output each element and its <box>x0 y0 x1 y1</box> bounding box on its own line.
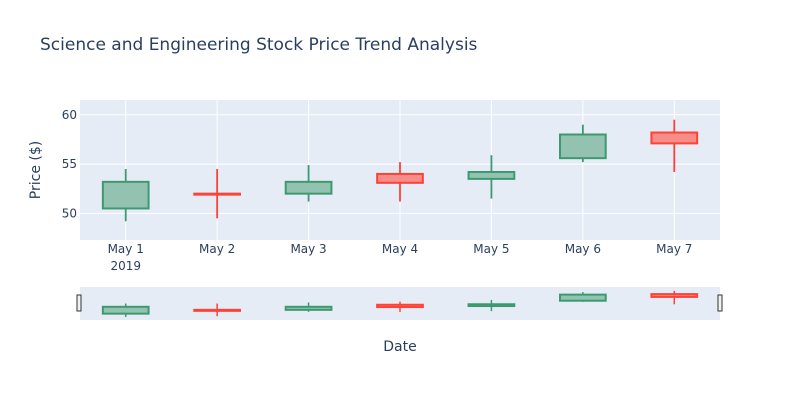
candle-body-decreasing[interactable] <box>650 131 699 145</box>
mini-candle-body <box>650 293 699 298</box>
x-tick-label: May 6 <box>565 242 601 256</box>
x-tick-label: May 1 <box>108 242 144 256</box>
x-tick-label: May 4 <box>382 242 418 256</box>
candles <box>101 119 699 222</box>
x-tick-label: May 2 <box>199 242 235 256</box>
y-axis-title: Price ($) <box>28 141 44 199</box>
range-slider-left-handle[interactable] <box>76 294 82 312</box>
x-tick-label: May 7 <box>656 242 692 256</box>
x-tick-label: May 5 <box>473 242 509 256</box>
y-tick-label: 60 <box>62 108 77 122</box>
y-tick-label: 50 <box>62 206 77 220</box>
chart-title: Science and Engineering Stock Price Tren… <box>40 35 478 55</box>
candle-body-increasing[interactable] <box>559 133 607 160</box>
x-tick-year: 2019 <box>110 259 141 273</box>
candle-body-increasing[interactable] <box>467 170 516 180</box>
mini-candle-body <box>193 308 242 312</box>
mini-candle-body <box>559 293 607 302</box>
candle-body-decreasing[interactable] <box>193 192 242 196</box>
mini-candle-body <box>284 305 333 311</box>
x-axis-title: Date <box>383 339 416 355</box>
y-axis-ticks: 50 55 60 <box>62 108 77 221</box>
mini-candle-body <box>467 303 516 308</box>
candle-body-decreasing[interactable] <box>376 172 424 184</box>
mini-candle-body <box>101 305 150 315</box>
candle-body-increasing[interactable] <box>101 180 150 210</box>
range-slider-right-handle[interactable] <box>717 294 723 312</box>
mini-candle-body <box>376 303 424 309</box>
range-slider-candles <box>101 290 699 317</box>
candle-body-increasing[interactable] <box>284 180 333 195</box>
y-tick-label: 55 <box>62 157 77 171</box>
x-tick-label: May 3 <box>290 242 326 256</box>
x-axis-ticks: May 1 May 2 May 3 May 4 May 5 May 6 May 7 <box>108 242 693 256</box>
